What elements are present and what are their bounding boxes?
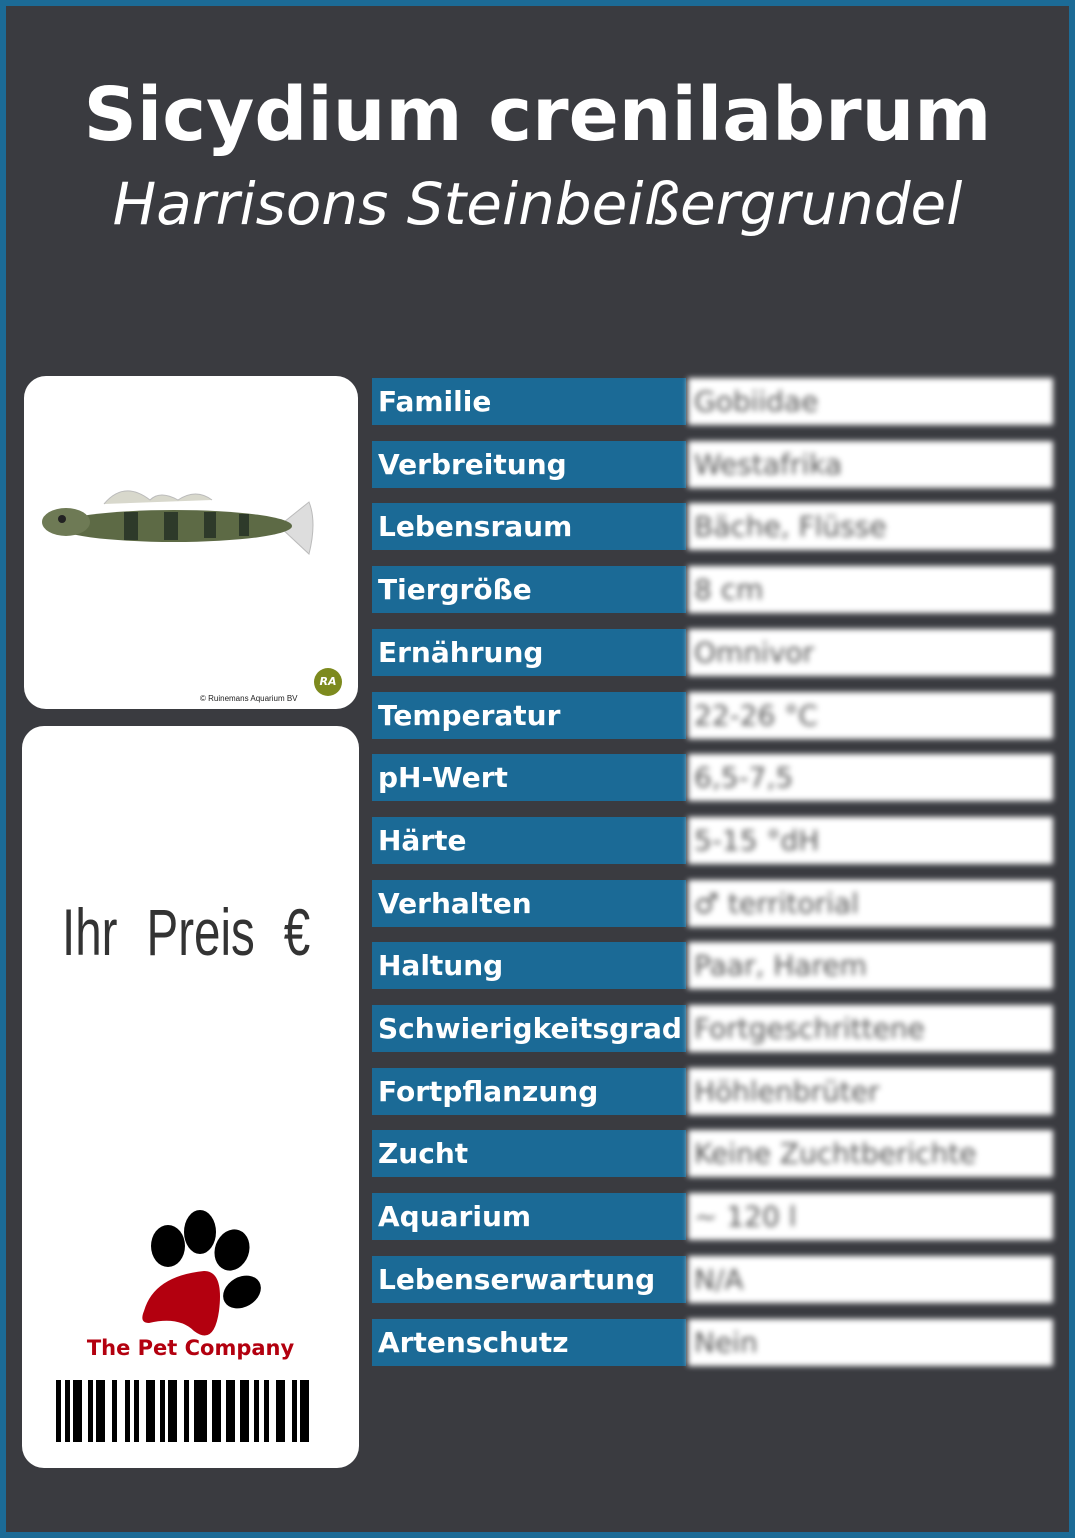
fact-value: ♂ territorial: [688, 879, 1053, 927]
fact-value: Fortgeschrittene: [688, 1005, 1053, 1052]
fact-label: Lebenserwartung: [372, 1255, 686, 1303]
barcode-bar: [292, 1380, 297, 1442]
fact-row: Fortpflanzung Höhlenbrüter: [372, 1067, 1053, 1115]
fact-value: Bäche, Flüsse: [688, 503, 1053, 551]
fact-row: Schwierigkeitsgrad Fortgeschrittene: [372, 1005, 1053, 1052]
fact-row: Ernährung Omnivor: [372, 628, 1053, 676]
fact-value: Omnivor: [688, 628, 1053, 676]
fact-value: Höhlenbrüter: [688, 1067, 1053, 1115]
fact-label: Verbreitung: [372, 440, 686, 488]
fact-value: Gobiidae: [688, 378, 1053, 425]
fact-row: Verbreitung Westafrika: [372, 440, 1053, 488]
barcode-bar: [168, 1380, 177, 1442]
brand-name: The Pet Company: [86, 1336, 295, 1360]
barcode-bar: [226, 1380, 235, 1442]
common-name: Harrisons Steinbeißergrundel: [112, 170, 963, 238]
barcode-bar: [212, 1380, 221, 1442]
fact-row: Lebensraum Bäche, Flüsse: [372, 503, 1053, 551]
fish-photo-card: RA © Ruinemans Aquarium BV: [24, 376, 358, 709]
barcode-bar: [96, 1380, 105, 1442]
fact-value: ~ 120 l: [688, 1193, 1053, 1241]
fact-row: pH-Wert 6,5-7,5: [372, 754, 1053, 802]
price-card: Ihr Preis € The Pet Company: [22, 726, 359, 1468]
fact-label: Verhalten: [372, 879, 686, 927]
barcode-bar: [56, 1380, 61, 1442]
fact-row: Verhalten ♂ territorial: [372, 879, 1053, 927]
fact-row: Zucht Keine Zuchtberichte: [372, 1130, 1053, 1178]
fact-label: Artenschutz: [372, 1318, 686, 1366]
fact-label: Härte: [372, 816, 686, 864]
barcode-bar: [73, 1380, 82, 1442]
fact-row: Aquarium ~ 120 l: [372, 1193, 1053, 1241]
barcode-bar: [240, 1380, 249, 1442]
barcode-bar: [112, 1380, 117, 1442]
fact-label: Aquarium: [372, 1193, 686, 1241]
fact-row: Artenschutz Nein: [372, 1318, 1053, 1366]
fact-row: Temperatur 22-26 °C: [372, 691, 1053, 739]
fact-value: Westafrika: [688, 440, 1053, 488]
fact-label: Schwierigkeitsgrad: [372, 1005, 686, 1052]
fact-value: N/A: [688, 1255, 1053, 1303]
ruinemans-logo: RA: [314, 668, 342, 696]
fact-value: Keine Zuchtberichte: [688, 1130, 1053, 1178]
fact-row: Tiergröße 8 cm: [372, 566, 1053, 614]
fact-label: Fortpflanzung: [372, 1067, 686, 1115]
fact-label: Tiergröße: [372, 566, 686, 614]
fish-image: [42, 490, 314, 555]
barcode-bar: [184, 1380, 189, 1442]
fact-value: Paar, Harem: [688, 942, 1053, 990]
barcode-bar: [88, 1380, 93, 1442]
barcode-bar: [264, 1380, 269, 1442]
fact-label: Familie: [372, 378, 686, 425]
barcode-bar: [160, 1380, 165, 1442]
barcode-bar: [146, 1380, 155, 1442]
barcode: [56, 1380, 309, 1442]
fact-label: pH-Wert: [372, 754, 686, 802]
barcode-bar: [65, 1380, 70, 1442]
fact-row: Haltung Paar, Harem: [372, 942, 1053, 990]
fact-row: Lebenserwartung N/A: [372, 1255, 1053, 1303]
fact-row: Familie Gobiidae: [372, 378, 1053, 425]
fact-value: 8 cm: [688, 566, 1053, 614]
price-label: Ihr Preis €: [62, 895, 311, 969]
barcode-bar: [300, 1380, 309, 1442]
barcode-bar: [254, 1380, 259, 1442]
barcode-bar: [276, 1380, 285, 1442]
fact-label: Lebensraum: [372, 503, 686, 551]
barcode-bar: [134, 1380, 139, 1442]
fact-value: 5-15 °dH: [688, 816, 1053, 864]
paw-icon: [142, 1210, 261, 1336]
fact-label: Haltung: [372, 942, 686, 990]
fact-row: Härte 5-15 °dH: [372, 816, 1053, 864]
fact-value: 6,5-7,5: [688, 754, 1053, 802]
fact-value: 22-26 °C: [688, 691, 1053, 739]
fact-label: Zucht: [372, 1130, 686, 1178]
photo-copyright: © Ruinemans Aquarium BV: [200, 694, 298, 703]
fact-value: Nein: [688, 1318, 1053, 1366]
barcode-bar: [194, 1380, 207, 1442]
fact-label: Temperatur: [372, 691, 686, 739]
fact-label: Ernährung: [372, 628, 686, 676]
scientific-name: Sicydium crenilabrum: [83, 72, 992, 158]
barcode-bar: [125, 1380, 130, 1442]
